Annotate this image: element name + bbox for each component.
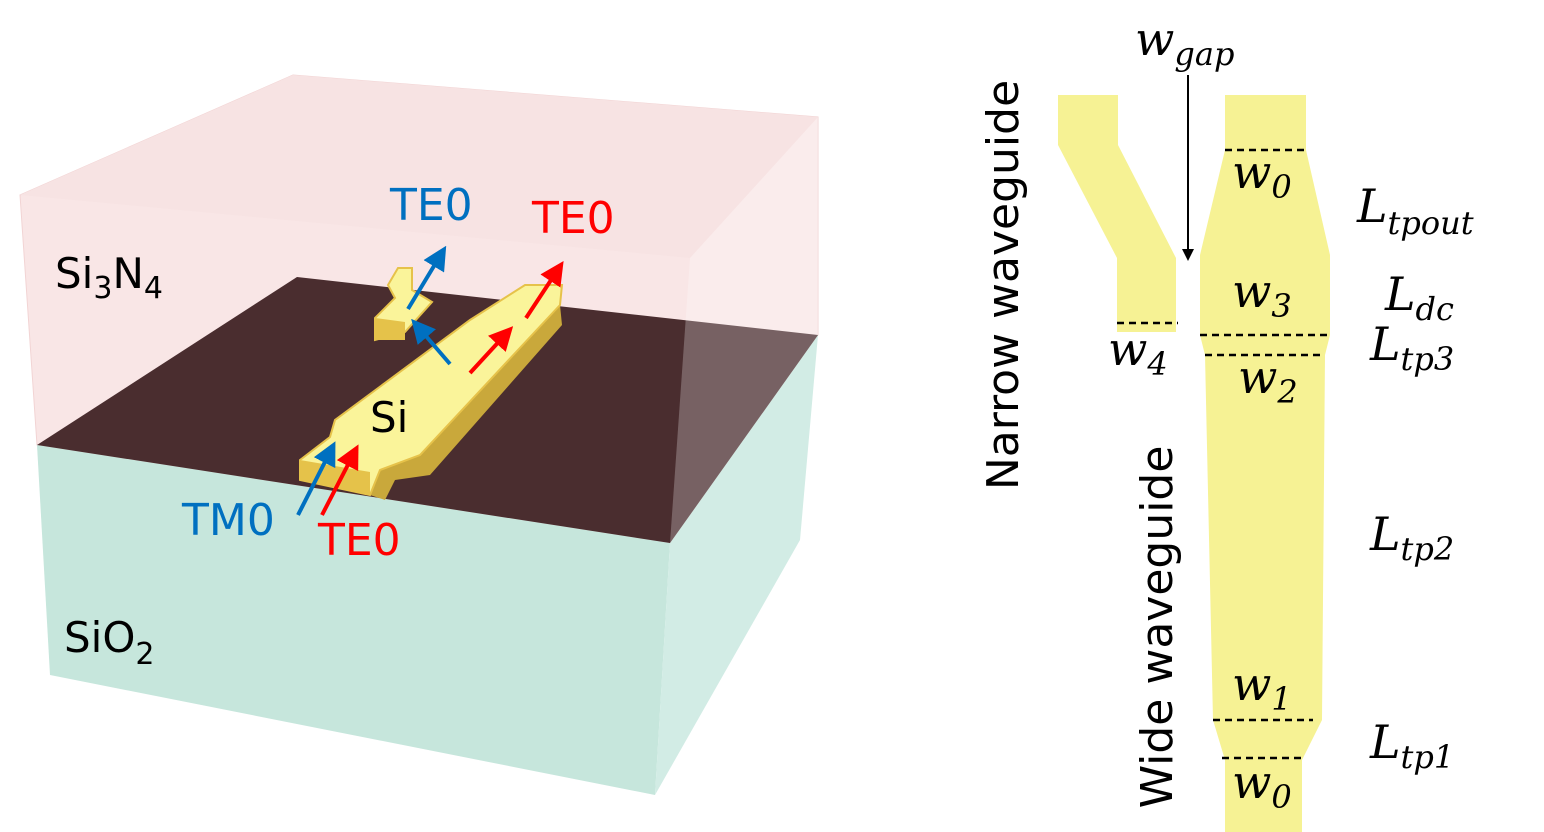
tm0-input-label: TM0 [181,495,275,546]
l-tpout-label: Ltpout [1356,179,1474,242]
coupling-arrow [411,318,452,366]
l-tp3-label: Ltp3 [1369,317,1454,378]
sio2-substrate-side [655,335,818,795]
section-dividers [1117,148,1332,760]
w2-label: w2 [1238,350,1298,411]
tm0-input-arrow [296,441,336,516]
w1-label: w1 [1232,657,1292,718]
wide-waveguide-shape [1200,95,1330,832]
narrow-waveguide-label: Narrow waveguide [978,80,1029,490]
si-narrow-waveguide-front [375,318,405,340]
sio2-substrate-front [37,445,670,795]
te0-input-arrow [320,444,359,516]
te0-wide-mid-arrow [468,326,514,375]
w0-bottom-label: w0 [1232,755,1292,816]
te0-wide-output-label: TE0 [531,193,615,244]
te0-narrow-output-arrow [406,245,447,311]
si-wide-waveguide-front [300,460,370,495]
si3n4-top-face [20,75,818,258]
device-3d-view: Si3N4 SiO2 Si TM0 TE0 TE0 TE0 [19,74,819,795]
l-tp2-label: Ltp2 [1369,507,1454,568]
si-label: Si [370,393,408,442]
narrow-waveguide-shape [1058,95,1176,332]
interface-side-shade [670,117,818,543]
l-tp1-label: Ltp1 [1369,715,1454,776]
w4-label: w4 [1108,322,1168,383]
te0-wide-output-arrow [524,260,564,320]
te0-narrow-output-label: TE0 [389,180,473,231]
top-view-schematic: Narrow waveguide Wide waveguide wgap w0 … [978,12,1474,832]
l-dc-label: Ldc [1384,267,1454,328]
w0-top-label: w0 [1232,145,1292,206]
si3n4-label: Si3N4 [55,249,163,306]
te0-input-label: TE0 [317,515,401,566]
wide-waveguide-label: Wide waveguide [1132,446,1183,809]
w-gap-label: wgap [1135,12,1234,73]
sio2-label: SiO2 [64,613,154,672]
w3-label: w3 [1232,264,1292,325]
